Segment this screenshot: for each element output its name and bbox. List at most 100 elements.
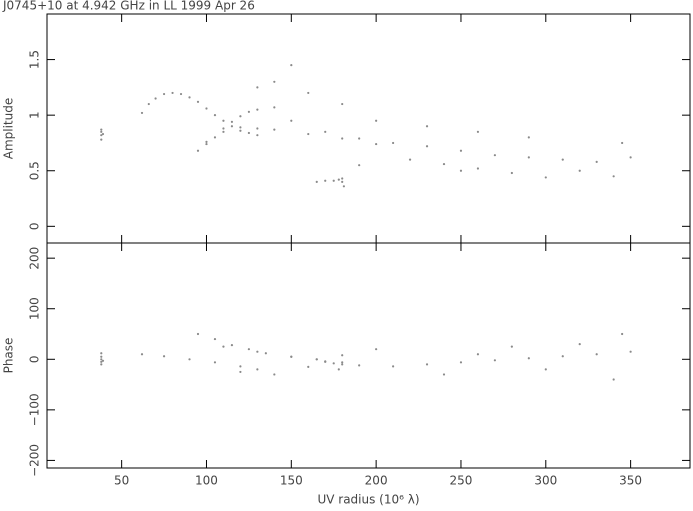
x-tick-label: 350: [619, 474, 642, 488]
data-point: [408, 158, 412, 161]
data-point: [196, 332, 200, 336]
chart-title: J0745+10 at 4.942 GHz in LL 1999 Apr 26: [2, 0, 255, 13]
data-point: [324, 130, 327, 133]
data-point: [100, 355, 103, 358]
data-point: [222, 119, 225, 122]
data-point: [213, 114, 217, 117]
x-tick-label: 200: [365, 474, 388, 488]
y-tick-label: 0.5: [28, 161, 42, 180]
x-tick-label: 300: [534, 474, 557, 488]
data-point: [358, 364, 361, 367]
data-point: [256, 368, 259, 371]
data-point: [459, 149, 463, 152]
data-point: [595, 160, 598, 163]
data-point: [425, 363, 429, 366]
data-point: [239, 126, 242, 129]
data-point: [230, 120, 234, 123]
data-point: [247, 131, 250, 135]
data-point: [230, 125, 234, 128]
data-point: [341, 177, 344, 180]
data-point: [179, 92, 183, 96]
data-point: [247, 110, 250, 113]
data-point: [341, 361, 344, 364]
data-point: [595, 353, 598, 356]
data-point: [578, 169, 581, 172]
data-point: [612, 378, 615, 381]
data-point: [510, 345, 513, 348]
data-point: [290, 64, 293, 67]
data-point: [273, 128, 276, 131]
x-tick-label: 150: [280, 474, 303, 488]
data-point: [140, 111, 144, 115]
data-point: [100, 358, 103, 361]
data-point: [324, 360, 327, 363]
data-point: [239, 115, 242, 118]
data-point: [100, 134, 103, 137]
data-point: [290, 119, 293, 122]
data-point: [205, 142, 208, 146]
data-point: [324, 179, 327, 182]
data-point: [256, 350, 259, 353]
data-point: [307, 132, 310, 136]
data-point: [256, 134, 259, 137]
data-point: [527, 136, 530, 139]
data-point: [337, 368, 340, 371]
data-point: [100, 128, 103, 131]
data-point: [629, 350, 632, 353]
data-point: [273, 106, 276, 109]
data-point: [196, 100, 200, 103]
data-point: [375, 119, 378, 122]
data-point: [273, 80, 276, 83]
data-point: [578, 343, 581, 346]
data-point: [459, 361, 463, 364]
data-point: [101, 359, 105, 362]
data-point: [629, 156, 632, 159]
data-point: [101, 132, 105, 136]
data-point: [213, 136, 217, 139]
data-point: [527, 156, 530, 159]
data-point: [188, 96, 191, 99]
data-point: [154, 97, 157, 100]
data-point: [493, 359, 496, 362]
data-point: [273, 373, 276, 376]
data-point: [256, 86, 259, 89]
data-point: [425, 125, 429, 128]
data-point: [264, 352, 267, 355]
data-point: [332, 362, 335, 365]
data-point: [341, 102, 344, 106]
data-point: [341, 363, 344, 366]
data-point: [527, 357, 530, 360]
y-tick-label: 0: [28, 355, 42, 363]
data-point: [162, 92, 166, 96]
data-point: [100, 352, 103, 355]
data-point: [315, 358, 318, 361]
data-point: [100, 363, 103, 366]
data-point: [425, 145, 429, 148]
data-point: [342, 185, 345, 188]
data-point: [290, 355, 293, 358]
data-point: [375, 142, 378, 146]
data-point: [442, 373, 446, 376]
data-point: [544, 368, 547, 371]
data-point: [476, 167, 480, 170]
data-point: [459, 169, 463, 172]
y-tick-label: 200: [28, 247, 42, 270]
data-point: [341, 354, 344, 357]
x-tick-label: 100: [195, 474, 218, 488]
data-point: [196, 149, 200, 152]
data-point: [147, 102, 150, 106]
y-axis-label: Phase: [2, 338, 16, 374]
data-point: [561, 355, 564, 358]
data-point: [332, 179, 335, 182]
data-point: [612, 175, 615, 178]
data-point: [341, 180, 344, 183]
data-point: [100, 138, 103, 141]
data-point: [307, 91, 310, 95]
data-point: [392, 141, 395, 145]
data-point: [358, 164, 361, 167]
x-axis-label: UV radius (10⁶ λ): [317, 493, 419, 507]
data-point: [315, 180, 318, 183]
y-tick-label: −200: [28, 444, 42, 477]
data-point: [307, 365, 310, 368]
